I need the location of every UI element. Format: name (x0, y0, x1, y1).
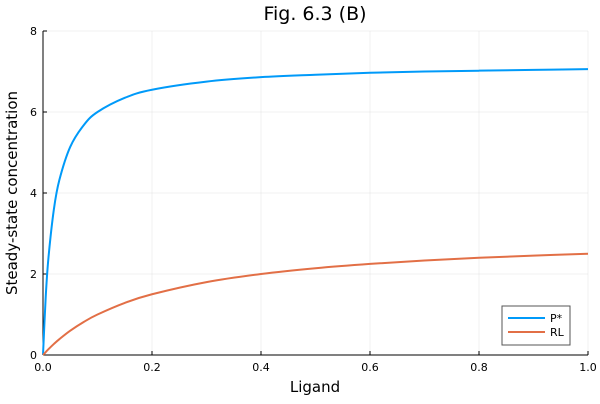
y-tick-label: 8 (30, 25, 37, 38)
legend-box (501, 305, 571, 346)
x-axis-label: Ligand (290, 378, 340, 396)
chart-title: Fig. 6.3 (B) (263, 3, 366, 25)
y-tick-label: 4 (30, 187, 37, 200)
x-tick-label: 0.2 (143, 361, 161, 374)
legend-label: P* (550, 312, 563, 325)
y-axis-label: Steady-state concentration (3, 91, 21, 295)
x-tick-label: 0.0 (34, 361, 52, 374)
tick-labels: 0.0 0.2 0.4 0.6 0.8 1.0 0 2 4 6 8 (30, 25, 597, 374)
legend-label: RL (550, 326, 565, 339)
series-line-p (42, 68, 589, 356)
y-tick-label: 0 (30, 349, 37, 362)
x-tick-label: 0.6 (361, 361, 379, 374)
y-tick-label: 6 (30, 106, 37, 119)
series-line-rl (42, 252, 589, 356)
x-tick-label: 0.8 (470, 361, 488, 374)
legend: P*RL (501, 305, 571, 346)
x-tick-label: 1.0 (579, 361, 597, 374)
series-lines (42, 68, 589, 356)
x-tick-label: 0.4 (252, 361, 270, 374)
y-tick-label: 2 (30, 268, 37, 281)
